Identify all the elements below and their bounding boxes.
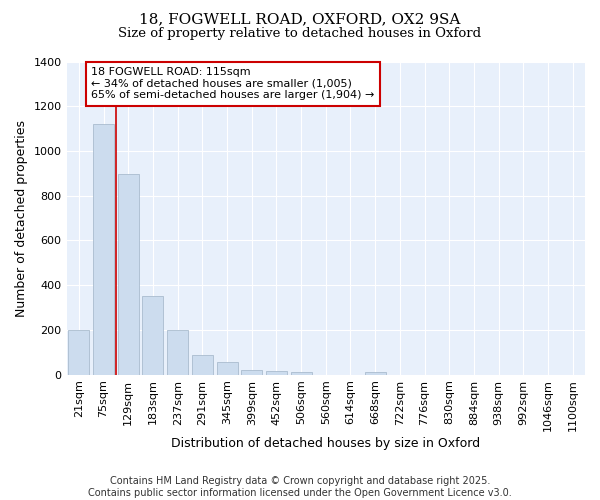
Bar [167,330,188,374]
Bar [142,296,163,374]
Text: Size of property relative to detached houses in Oxford: Size of property relative to detached ho… [118,28,482,40]
Text: 18 FOGWELL ROAD: 115sqm
← 34% of detached houses are smaller (1,005)
65% of semi: 18 FOGWELL ROAD: 115sqm ← 34% of detache… [91,67,374,100]
Bar [118,174,139,374]
Bar [365,372,386,374]
Bar [68,330,89,374]
Bar [266,370,287,374]
Bar [217,362,238,374]
Bar [93,124,114,374]
Bar [241,370,262,374]
Bar [290,372,311,374]
X-axis label: Distribution of detached houses by size in Oxford: Distribution of detached houses by size … [171,437,481,450]
Y-axis label: Number of detached properties: Number of detached properties [15,120,28,316]
Text: Contains HM Land Registry data © Crown copyright and database right 2025.
Contai: Contains HM Land Registry data © Crown c… [88,476,512,498]
Text: 18, FOGWELL ROAD, OXFORD, OX2 9SA: 18, FOGWELL ROAD, OXFORD, OX2 9SA [139,12,461,26]
Bar [192,354,213,374]
